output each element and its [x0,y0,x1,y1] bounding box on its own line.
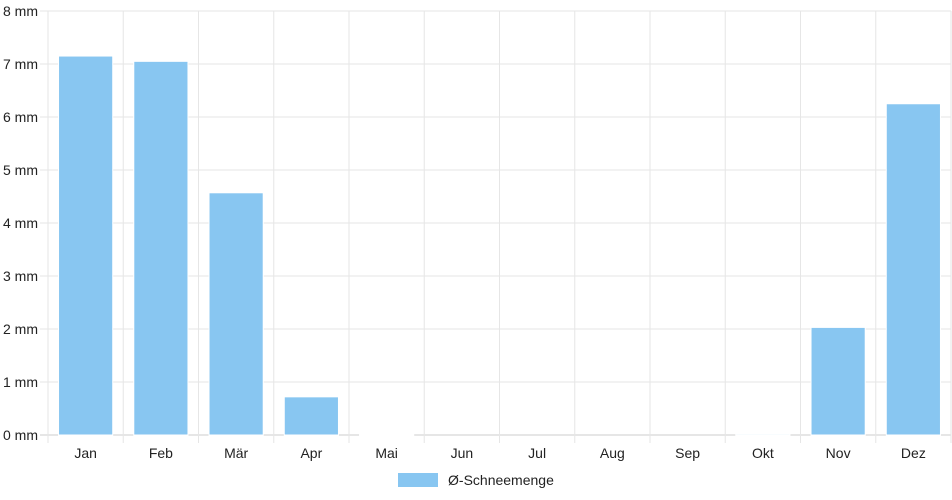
y-tick-label: 5 mm [3,162,38,178]
legend: Ø-Schneemenge [0,472,952,488]
bar-jan[interactable] [58,55,114,436]
x-tick-label: Jun [451,445,474,461]
bar-nov[interactable] [810,326,866,436]
bar-feb[interactable] [133,60,189,436]
chart-svg: 0 mm 1 mm 2 mm 3 mm 4 mm 5 mm 6 mm 7 mm 8 mm Jan F… [3,3,952,461]
x-tick-label: Feb [149,445,173,461]
x-tick-label: Apr [300,445,322,461]
bar-apr[interactable] [283,396,339,436]
y-tick-label: 0 mm [3,427,38,443]
x-tick-label: Jan [74,445,97,461]
x-tick-label: Okt [752,445,774,461]
x-tick-label: Mär [224,445,248,461]
y-tick-label: 7 mm [3,56,38,72]
grid-layer [40,10,952,443]
y-tick-label: 2 mm [3,321,38,337]
y-tick-label: 1 mm [3,374,38,390]
x-tick-label: Sep [675,445,700,461]
x-tick-label: Nov [826,445,851,461]
y-tick-label: 4 mm [3,215,38,231]
y-tick-label: 6 mm [3,109,38,125]
y-tick-label: 3 mm [3,268,38,284]
bar-mär[interactable] [208,192,264,436]
x-tick-label: Mai [375,445,398,461]
bar-okt[interactable] [735,433,791,436]
bar-dez[interactable] [885,103,941,436]
legend-swatch [398,473,439,487]
x-tick-label: Jul [528,445,546,461]
x-tick-label: Dez [901,445,926,461]
legend-label: Ø-Schneemenge [448,472,554,488]
x-tick-label: Aug [600,445,625,461]
axis-layer: 0 mm 1 mm 2 mm 3 mm 4 mm 5 mm 6 mm 7 mm 8 mm Jan F… [3,3,926,461]
bars-layer [58,55,941,436]
bar-mai[interactable] [359,433,415,436]
y-tick-label: 8 mm [3,3,38,19]
